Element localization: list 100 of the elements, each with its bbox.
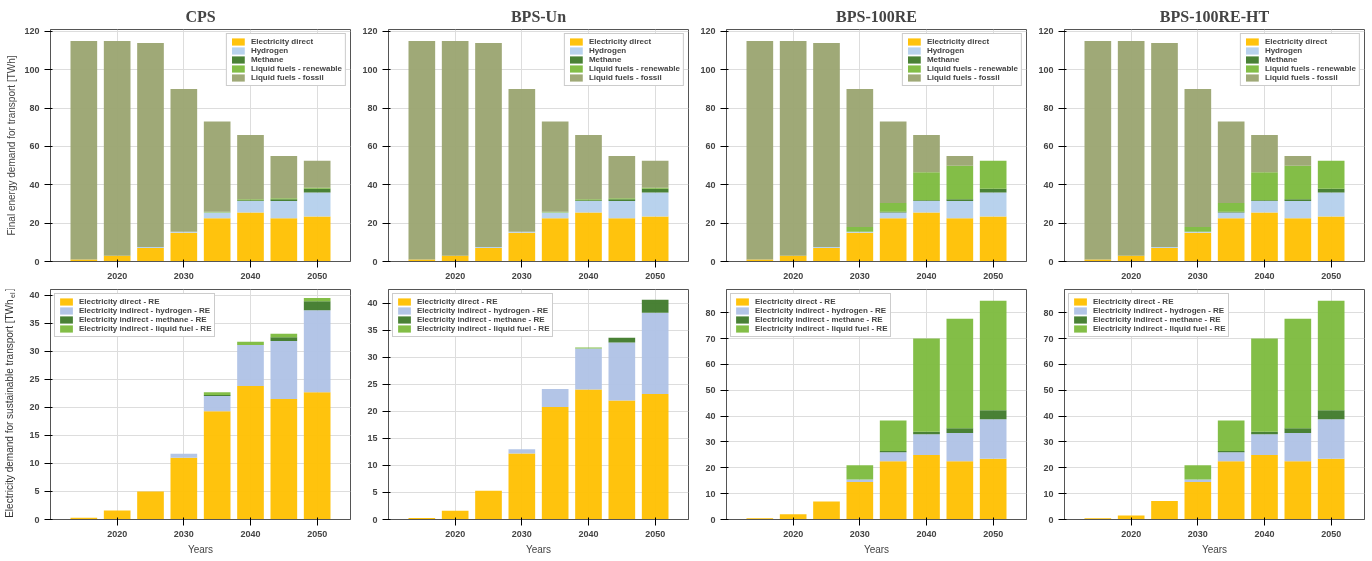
y-tick-label: 0	[34, 514, 40, 525]
x-axis-title: Years	[1201, 543, 1228, 555]
y-tick-label: 60	[367, 141, 378, 152]
x-tick-label: 2020	[1121, 528, 1142, 539]
x-tick-label: 2030	[173, 270, 194, 281]
y-tick-label: 30	[1043, 436, 1054, 447]
chart-title: BPS-Un	[510, 7, 567, 25]
legend-label: Liquid fuels - renewable	[588, 64, 680, 73]
y-tick-label: 15	[367, 433, 378, 444]
x-tick-label: 2030	[849, 528, 870, 539]
legend-label: Electricity indirect - liquid fuel - RE	[417, 324, 550, 333]
y-tick-label: 25	[29, 374, 40, 385]
x-tick-label: 2020	[783, 270, 804, 281]
legend-label: Liquid fuels - renewable	[250, 64, 342, 73]
x-tick-label: 2040	[578, 528, 599, 539]
legend-label: Liquid fuels - fossil	[1264, 73, 1338, 82]
y-tick-label: 20	[367, 218, 378, 229]
y-tick-label: 5	[34, 486, 40, 497]
legend-label: Electricity direct - RE	[755, 297, 836, 306]
x-tick-label: 2030	[511, 270, 532, 281]
legend-label: Electricity indirect - liquid fuel - RE	[79, 324, 212, 333]
x-tick-label: 2040	[240, 528, 261, 539]
x-tick-label: 2020	[445, 270, 466, 281]
x-tick-label: 2040	[1254, 528, 1275, 539]
y-tick-label: 80	[29, 103, 40, 114]
y-tick-label: 40	[705, 179, 716, 190]
legend-label: Electricity direct	[588, 37, 652, 46]
x-tick-label: 2040	[578, 270, 599, 281]
x-tick-label: 2030	[1187, 270, 1208, 281]
y-tick-label: 60	[1043, 359, 1054, 370]
y-tick-label: 0	[34, 256, 40, 267]
legend-label: Hydrogen	[588, 46, 627, 55]
y-tick-label: 120	[1038, 26, 1054, 37]
y-tick-label: 0	[1048, 514, 1054, 525]
legend-label: Hydrogen	[250, 46, 289, 55]
x-tick-label: 2030	[849, 270, 870, 281]
legend-label: Liquid fuels - fossil	[926, 73, 1000, 82]
y-tick-label: 0	[372, 514, 378, 525]
chart-title: BPS-100RE-HT	[1159, 7, 1270, 25]
legend-label: Methane	[1264, 55, 1298, 64]
y-tick-label: 0	[710, 256, 716, 267]
y-tick-label: 35	[367, 325, 378, 336]
legend-label: Electricity direct	[250, 37, 314, 46]
x-tick-label: 2020	[107, 528, 128, 539]
legend-label: Liquid fuels - renewable	[1264, 64, 1356, 73]
legend-label: Electricity indirect - methane - RE	[417, 315, 545, 324]
y-tick-label: 20	[29, 218, 40, 229]
y-tick-label: 30	[367, 352, 378, 363]
legend-label: Hydrogen	[1264, 46, 1303, 55]
legend-label: Electricity indirect - methane - RE	[79, 315, 207, 324]
y-tick-label: 35	[29, 318, 40, 329]
y-tick-label: 10	[29, 458, 40, 469]
x-tick-label: 2050	[645, 270, 666, 281]
legend-label: Electricity indirect - hydrogen - RE	[755, 306, 887, 315]
y-tick-label: 120	[700, 26, 716, 37]
legend-label: Electricity indirect - hydrogen - RE	[1093, 306, 1225, 315]
legend-label: Liquid fuels - fossil	[588, 73, 662, 82]
y-tick-label: 25	[367, 379, 378, 390]
y-tick-label: 60	[705, 141, 716, 152]
x-tick-label: 2040	[916, 528, 937, 539]
legend-label: Electricity direct	[926, 37, 990, 46]
legend-label: Methane	[588, 55, 622, 64]
x-axis-title: Years	[863, 543, 890, 555]
legend-label: Liquid fuels - fossil	[250, 73, 324, 82]
y-tick-label: 30	[29, 346, 40, 357]
y-tick-label: 20	[705, 218, 716, 229]
chart-title: BPS-100RE	[836, 7, 917, 25]
y-tick-label: 20	[705, 462, 716, 473]
x-tick-label: 2020	[445, 528, 466, 539]
y-tick-label: 70	[1043, 333, 1054, 344]
x-tick-label: 2030	[173, 528, 194, 539]
y-tick-label: 80	[705, 307, 716, 318]
legend-label: Electricity indirect - methane - RE	[755, 315, 883, 324]
x-tick-label: 2050	[983, 270, 1004, 281]
x-tick-label: 2050	[307, 270, 328, 281]
y-tick-label: 10	[367, 460, 378, 471]
x-tick-label: 2050	[1321, 528, 1342, 539]
y-tick-label: 60	[29, 141, 40, 152]
legend-label: Electricity indirect - liquid fuel - RE	[755, 324, 888, 333]
y-tick-label: 80	[367, 103, 378, 114]
y-tick-label: 80	[1043, 307, 1054, 318]
x-tick-label: 2050	[645, 528, 666, 539]
legend-label: Hydrogen	[926, 46, 965, 55]
x-axis-title: Years	[525, 543, 552, 555]
y-tick-label: 10	[1043, 488, 1054, 499]
y-tick-label: 20	[367, 406, 378, 417]
y-tick-label: 20	[1043, 462, 1054, 473]
chart-title: CPS	[185, 7, 216, 25]
y-tick-label: 40	[367, 298, 378, 309]
x-tick-label: 2050	[307, 528, 328, 539]
legend-label: Liquid fuels - renewable	[926, 64, 1018, 73]
y-tick-label: 10	[705, 488, 716, 499]
x-tick-label: 2040	[1254, 270, 1275, 281]
y-tick-label: 40	[1043, 179, 1054, 190]
legend-label: Electricity direct - RE	[417, 297, 498, 306]
y-tick-label: 70	[705, 333, 716, 344]
y-tick-label: 100	[700, 64, 716, 75]
y-tick-label: 80	[705, 103, 716, 114]
y-tick-label: 15	[29, 430, 40, 441]
y-tick-label: 100	[1038, 64, 1054, 75]
